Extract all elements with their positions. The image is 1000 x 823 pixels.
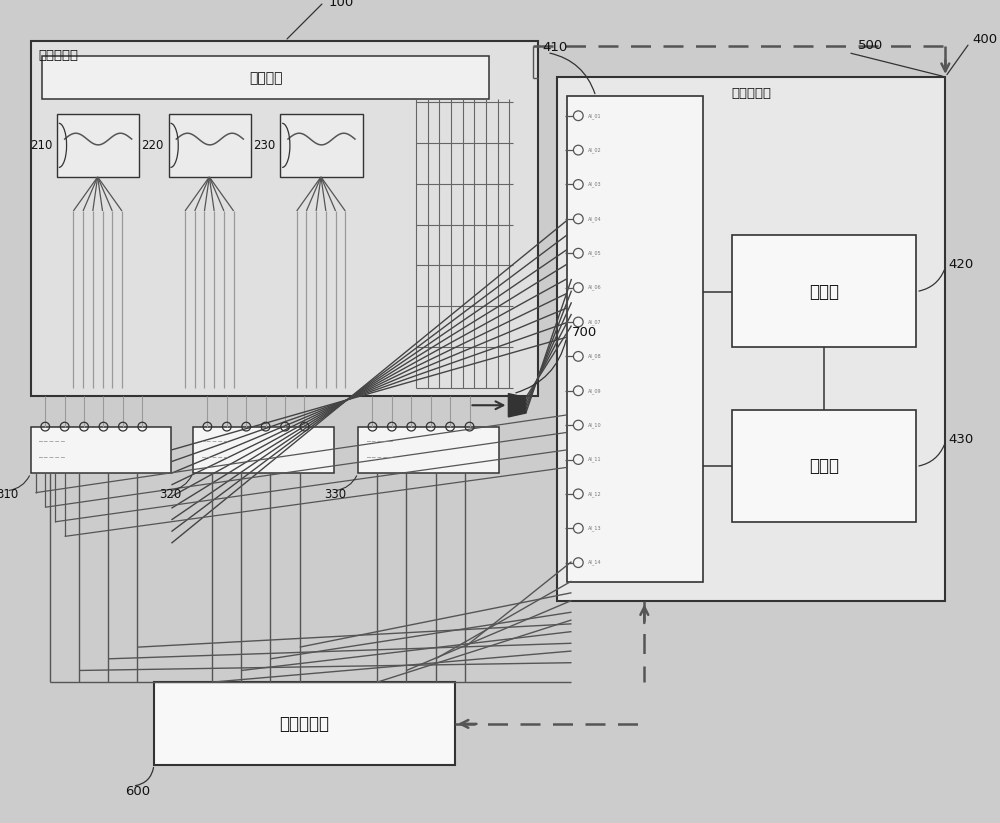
Text: AI_04: AI_04 [588, 216, 602, 221]
Text: 430: 430 [948, 433, 973, 446]
Text: 600: 600 [125, 785, 150, 798]
Text: 320: 320 [159, 488, 181, 501]
Bar [57, 114, 139, 177]
Text: 400: 400 [973, 34, 998, 46]
Bar [169, 114, 251, 177]
Bar [358, 426, 499, 473]
Text: AI_14: AI_14 [588, 560, 602, 565]
Text: 恒温试验箱: 恒温试验箱 [38, 49, 78, 62]
Text: AI_08: AI_08 [588, 354, 602, 359]
Text: 220: 220 [141, 139, 164, 152]
Text: 420: 420 [948, 258, 973, 271]
Text: 310: 310 [0, 488, 19, 501]
Text: AI_07: AI_07 [588, 319, 602, 325]
Bar [732, 410, 916, 522]
Polygon shape [508, 393, 526, 417]
Text: ─ ─ ─ ─ ─: ─ ─ ─ ─ ─ [366, 456, 392, 461]
Text: AI_09: AI_09 [588, 388, 602, 393]
Bar [42, 55, 489, 100]
Text: 100: 100 [329, 0, 354, 8]
Bar [193, 426, 334, 473]
Text: AI_02: AI_02 [588, 147, 602, 153]
Text: AI_12: AI_12 [588, 491, 602, 497]
Bar [732, 235, 916, 347]
Bar [280, 114, 363, 177]
Bar [31, 41, 538, 396]
Text: ─ ─ ─ ─ ─: ─ ─ ─ ─ ─ [38, 456, 65, 461]
Text: AI_06: AI_06 [588, 285, 602, 291]
Text: ─ ─ ─ ─ ─: ─ ─ ─ ─ ─ [201, 440, 227, 445]
Text: 330: 330 [324, 488, 346, 501]
Text: 存储器: 存储器 [809, 282, 839, 300]
Text: AI_10: AI_10 [588, 422, 602, 428]
Text: 工业计算机: 工业计算机 [732, 86, 772, 100]
Bar [31, 426, 171, 473]
Bar [154, 682, 455, 765]
Text: ─ ─ ─ ─ ─: ─ ─ ─ ─ ─ [366, 440, 392, 445]
Text: 210: 210 [30, 139, 52, 152]
Text: AI_01: AI_01 [588, 113, 602, 119]
Text: AI_11: AI_11 [588, 457, 602, 463]
Bar [567, 96, 703, 582]
Text: 410: 410 [542, 41, 568, 54]
Text: 被测系统: 被测系统 [249, 71, 282, 85]
Text: 700: 700 [571, 326, 597, 339]
Text: 500: 500 [858, 40, 883, 53]
Text: ─ ─ ─ ─ ─: ─ ─ ─ ─ ─ [201, 456, 227, 461]
Text: 230: 230 [253, 139, 275, 152]
Text: AI_03: AI_03 [588, 182, 602, 188]
Text: ─ ─ ─ ─ ─: ─ ─ ─ ─ ─ [38, 440, 65, 445]
Text: 高精度仪表: 高精度仪表 [279, 715, 329, 733]
Bar [557, 77, 945, 602]
Text: AI_13: AI_13 [588, 525, 602, 531]
Text: 控制器: 控制器 [809, 458, 839, 476]
Text: AI_05: AI_05 [588, 250, 602, 256]
